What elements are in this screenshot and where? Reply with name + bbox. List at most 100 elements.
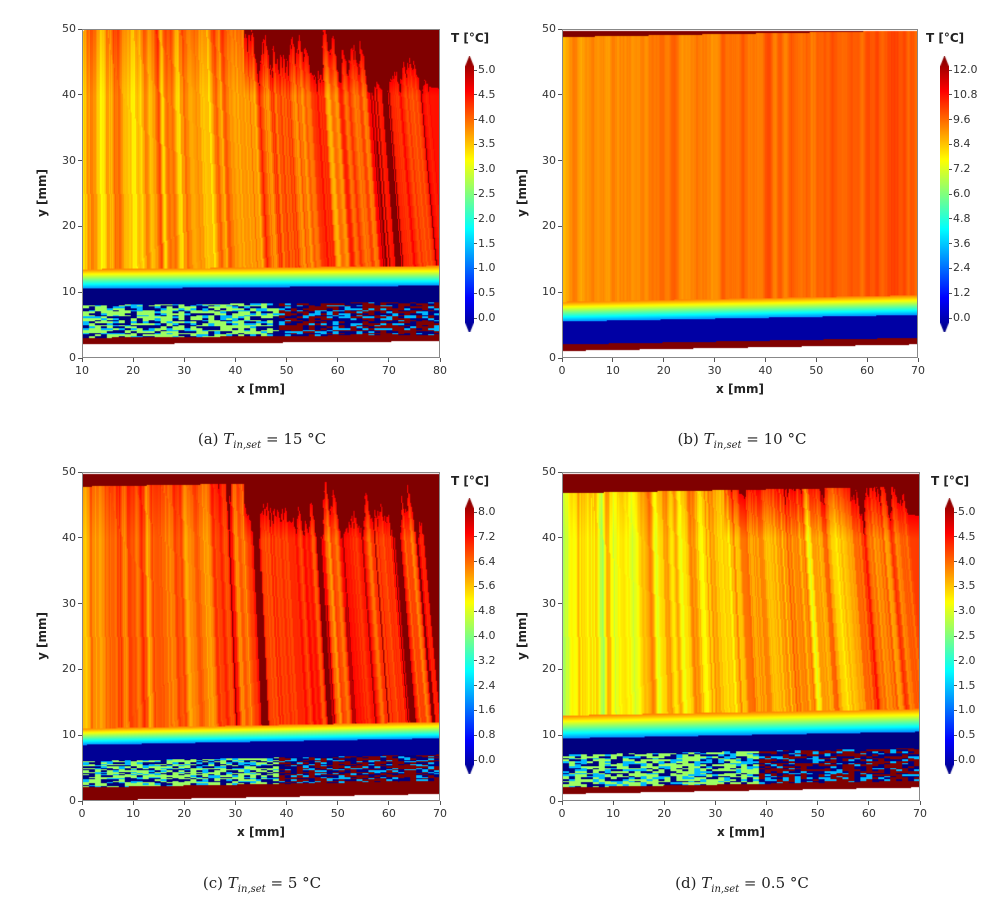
colorbar-tick-mark <box>474 536 477 538</box>
y-tick-label: 40 <box>62 87 76 101</box>
colorbar-tick-mark <box>949 243 952 245</box>
x-tick-label: 0 <box>558 364 566 377</box>
colorbar-tick-label: 4.5 <box>478 87 496 101</box>
x-tick-label: 0 <box>78 807 86 820</box>
x-tick-mark <box>183 358 185 362</box>
x-tick-mark <box>764 358 766 362</box>
y-tick-label: 0 <box>69 794 76 807</box>
x-tick-mark <box>81 358 83 362</box>
caption-value: = 10 °C <box>746 430 807 448</box>
x-tick-label: 20 <box>177 807 192 820</box>
colorbar-tick-mark <box>474 317 477 319</box>
y-tick-label: 40 <box>542 530 556 544</box>
y-tick-label: 50 <box>62 465 76 478</box>
caption-subscript: in,set <box>713 440 742 451</box>
x-tick-mark <box>286 358 288 362</box>
y-axis-label: y [mm] <box>35 611 49 660</box>
y-tick-mark <box>78 94 82 96</box>
y-tick-mark <box>558 471 562 473</box>
x-tick-mark <box>714 801 716 805</box>
colorbar-tick-mark <box>949 168 952 170</box>
x-tick-mark <box>561 801 563 805</box>
colorbar-tick-label: 7.2 <box>953 162 971 176</box>
colorbar-tick-label: 6.0 <box>953 187 971 200</box>
caption-value: = 5 °C <box>270 874 322 892</box>
colorbar-tick-mark <box>474 119 477 121</box>
colorbar-tick-mark <box>474 243 477 245</box>
x-tick-label: 60 <box>861 807 876 820</box>
x-tick-mark <box>183 801 185 805</box>
heatmap-plot-area <box>82 472 440 801</box>
x-tick-label: 30 <box>177 364 192 377</box>
x-axis-label: x [mm] <box>237 825 285 839</box>
x-tick-mark <box>663 358 665 362</box>
x-tick-label: 10 <box>75 364 89 377</box>
colorbar-tick-mark <box>949 292 952 294</box>
colorbar-tick-label: 4.0 <box>478 629 496 642</box>
colorbar-title: T [°C] <box>451 474 490 488</box>
colorbar-tick-mark <box>474 267 477 269</box>
x-tick-label: 30 <box>228 807 243 820</box>
colorbar-tick-label: 0.0 <box>478 311 496 324</box>
y-tick-label: 30 <box>62 153 76 167</box>
colorbar-tick-label: 5.0 <box>478 63 496 76</box>
colorbar-tick-mark <box>954 610 957 612</box>
x-tick-mark <box>439 358 441 362</box>
y-tick-label: 30 <box>62 596 76 610</box>
colorbar-tick-mark <box>474 511 477 513</box>
figure-caption: (a) Tin,set = 15 °C <box>198 430 326 451</box>
colorbar-title: T [°C] <box>931 474 970 488</box>
colorbar-tick-label: 0.0 <box>958 753 976 766</box>
colorbar-tick-mark <box>949 143 952 145</box>
caption-subscript: in,set <box>237 884 266 895</box>
x-tick-label: 60 <box>381 807 396 820</box>
colorbar-gradient <box>945 498 954 774</box>
colorbar-tick-mark <box>949 69 952 71</box>
x-tick-label: 70 <box>913 807 927 820</box>
y-tick-mark <box>558 734 562 736</box>
x-tick-mark <box>388 358 390 362</box>
colorbar-tick-mark <box>474 143 477 145</box>
y-tick-label: 20 <box>542 219 556 233</box>
colorbar-tick-label: 2.0 <box>958 653 976 667</box>
y-tick-mark <box>558 28 562 30</box>
colorbar-tick-mark <box>954 536 957 538</box>
colorbar-tick-mark <box>954 585 957 587</box>
x-tick-label: 40 <box>759 807 774 820</box>
y-tick-mark <box>78 603 82 605</box>
colorbar-tick-label: 5.6 <box>478 579 496 593</box>
x-tick-mark <box>766 801 768 805</box>
y-tick-mark <box>78 28 82 30</box>
y-axis-label: y [mm] <box>515 611 529 660</box>
colorbar-tick-label: 3.5 <box>958 579 976 593</box>
colorbar <box>465 498 474 774</box>
colorbar-tick-mark <box>474 610 477 612</box>
y-tick-label: 10 <box>542 728 556 742</box>
colorbar-tick-label: 5.0 <box>958 505 976 518</box>
colorbar-tick-mark <box>474 709 477 711</box>
x-tick-label: 10 <box>126 807 141 820</box>
x-tick-mark <box>561 358 563 362</box>
colorbar-tick-mark <box>949 218 952 220</box>
colorbar-tick-label: 2.5 <box>478 187 496 200</box>
x-tick-mark <box>81 801 83 805</box>
colorbar-tick-label: 3.0 <box>478 162 496 176</box>
x-tick-mark <box>337 801 339 805</box>
colorbar-tick-label: 4.5 <box>958 529 976 543</box>
x-tick-mark <box>439 801 441 805</box>
x-tick-mark <box>866 358 868 362</box>
y-tick-label: 20 <box>62 662 76 676</box>
heatmap-image <box>563 473 919 800</box>
x-tick-mark <box>868 801 870 805</box>
x-tick-mark <box>234 358 236 362</box>
caption-label: (b) <box>677 430 699 448</box>
caption-symbol: T <box>223 430 234 448</box>
y-tick-mark <box>78 471 82 473</box>
colorbar-tick-mark <box>949 193 952 195</box>
colorbar-tick-label: 2.0 <box>478 211 496 225</box>
colorbar-tick-label: 4.0 <box>478 112 496 126</box>
x-tick-mark <box>612 801 614 805</box>
colorbar-tick-mark <box>949 267 952 269</box>
colorbar-tick-label: 0.0 <box>953 311 971 324</box>
